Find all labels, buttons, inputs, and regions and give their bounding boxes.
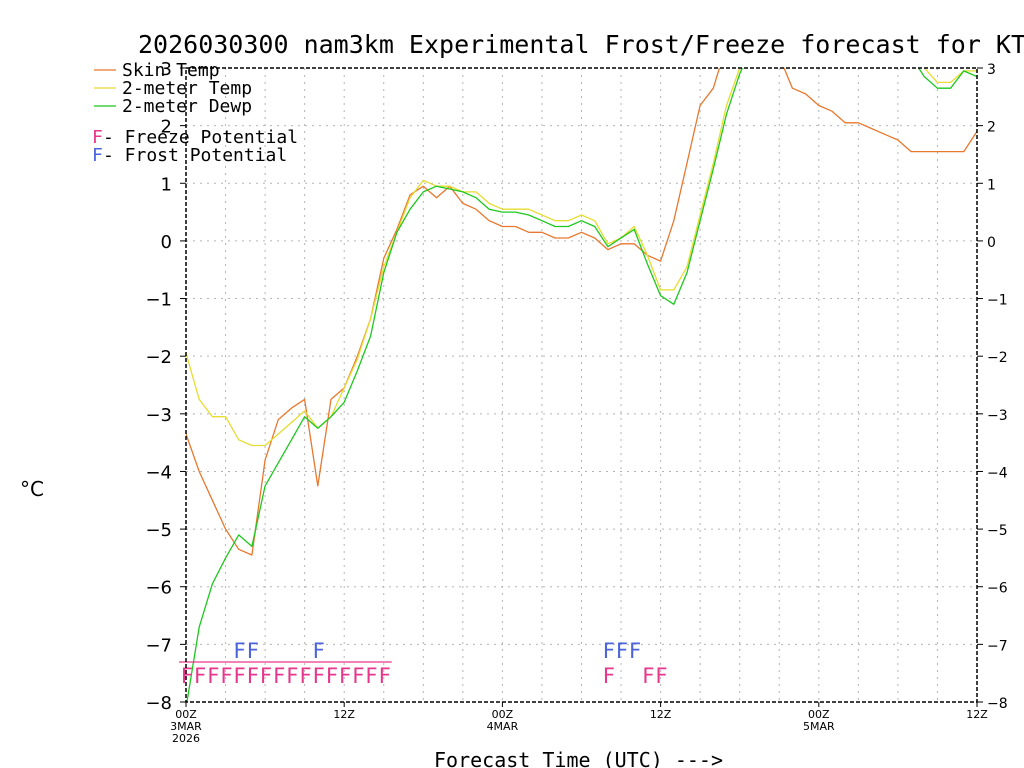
y-tick-label-right: 1: [987, 177, 996, 193]
y-tick-label-right: −7: [987, 638, 1008, 654]
x-tick-date: 3MAR: [170, 720, 202, 733]
y-tick-label: −6: [145, 578, 172, 599]
frost-flag: F: [313, 639, 325, 663]
legend-label: 2-meter Temp: [122, 78, 252, 99]
potential-legend-letter: F: [92, 145, 103, 166]
freeze-flag: F: [194, 664, 206, 688]
x-tick-label: 12Z: [333, 708, 355, 721]
y-tick-label-right: −2: [987, 350, 1008, 366]
y-tick-label: −8: [145, 693, 172, 714]
freeze-flag: F: [326, 664, 338, 688]
y-tick-label-right: −6: [987, 581, 1008, 597]
y-tick-label: −3: [145, 405, 172, 426]
x-tick-label: 00Z: [175, 708, 197, 721]
y-tick-label-right: 3: [987, 62, 996, 78]
freeze-flag: F: [642, 664, 654, 688]
freeze-flag: F: [603, 664, 615, 688]
x-tick-year: 2026: [172, 732, 200, 745]
y-tick-label: −4: [145, 462, 172, 483]
y-tick-label-right: −1: [987, 293, 1008, 309]
series-lines: [186, 68, 977, 702]
y-tick-label: −1: [145, 290, 172, 311]
y-axis-label: °C: [20, 477, 44, 501]
x-tick-label: 00Z: [808, 708, 830, 721]
frost-flag: F: [603, 639, 615, 663]
freeze-flag: F: [656, 664, 668, 688]
potential-legend-label: - Frost Potential: [103, 145, 287, 166]
freeze-flag: F: [273, 664, 285, 688]
freeze-flag: F: [352, 664, 364, 688]
potential-legend-label: - Freeze Potential: [103, 127, 298, 148]
x-tick-date: 4MAR: [487, 720, 519, 733]
y-tick-label-right: −8: [987, 696, 1008, 712]
x-tick-label: 00Z: [492, 708, 514, 721]
y-tick-label-right: 0: [987, 235, 996, 251]
y-tick-label-right: −4: [987, 465, 1008, 481]
y-tick-label: −2: [145, 347, 172, 368]
frost-flag: F: [247, 639, 259, 663]
frost-flag: F: [629, 639, 641, 663]
frost-flag: F: [616, 639, 628, 663]
grid: [186, 68, 977, 702]
x-tick-label: 12Z: [650, 708, 672, 721]
freeze-flag: F: [260, 664, 272, 688]
freeze-flag: F: [207, 664, 219, 688]
y-tick-label: 2: [161, 117, 172, 138]
y-tick-label: −7: [145, 635, 172, 656]
y-tick-label-right: 2: [987, 120, 996, 136]
freeze-flag: F: [339, 664, 351, 688]
y-tick-label: −5: [145, 520, 172, 541]
x-tick-date: 5MAR: [803, 720, 835, 733]
freeze-flag: F: [379, 664, 391, 688]
y-axis: −8 −8 −7 −7 −6 −6 −5 −5 −4 −4 −3 −3 −2 −2 −1 −1 0 0 1 1 2 2 3 3: [145, 59, 1007, 714]
freeze-flag: F: [221, 664, 233, 688]
potential-flags: F F F F F FF F F F F F F F F F F F F F F F F F F: [179, 639, 668, 688]
series-2-meter-dewp: [186, 68, 977, 702]
y-tick-label: 0: [161, 232, 172, 253]
freeze-flag: F: [234, 664, 246, 688]
plot-frame: [185, 67, 978, 703]
freeze-flag: F: [286, 664, 298, 688]
series-skin-temp: [186, 68, 977, 556]
chart-title: 2026030300 nam3km Experimental Frost/Fre…: [138, 30, 1024, 59]
y-tick-label-right: −3: [987, 408, 1008, 424]
freeze-flag: F: [366, 664, 378, 688]
x-axis-label: Forecast Time (UTC) --->: [434, 748, 723, 768]
freeze-flag: F: [181, 664, 193, 688]
freeze-flag: F: [247, 664, 259, 688]
frost-flag: F: [234, 639, 246, 663]
y-tick-label: 3: [161, 59, 172, 80]
y-tick-label: 1: [161, 174, 172, 195]
potential-legend-letter: F: [92, 127, 103, 148]
legend-label: Skin Temp: [122, 60, 220, 81]
freeze-flag: F: [313, 664, 325, 688]
x-tick-label: 12Z: [966, 708, 988, 721]
legend-label: 2-meter Dewp: [122, 96, 252, 117]
freeze-flag: F: [300, 664, 312, 688]
y-tick-label-right: −5: [987, 523, 1008, 539]
